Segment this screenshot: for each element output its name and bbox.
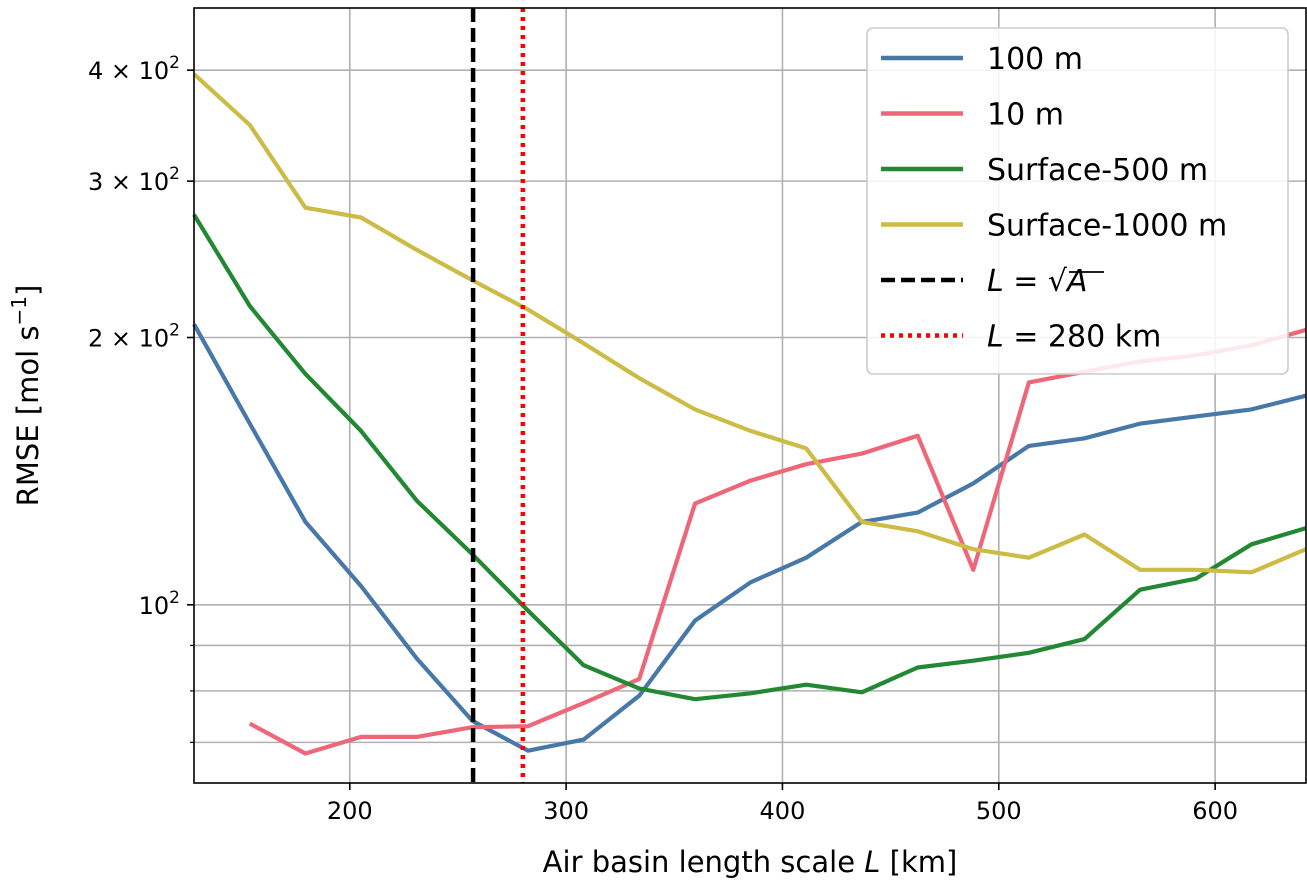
x-tick-label: 400 (760, 797, 806, 825)
legend-label: L = 280 km (987, 320, 1161, 355)
y-tick-label: 3 × 102 (88, 164, 180, 196)
legend-label: Surface-1000 m (987, 209, 1227, 244)
series-line-100-m (194, 324, 1306, 751)
x-tick-label: 600 (1192, 797, 1238, 825)
legend-label: Surface-500 m (987, 153, 1208, 188)
y-tick-label: 102 (139, 588, 180, 620)
x-tick-label: 300 (543, 797, 589, 825)
x-tick-label: 500 (976, 797, 1022, 825)
y-axis-label: RMSE [mol s−1] (7, 285, 45, 507)
legend: 100 m 10 m Surface-500 m Surface-1000 m L = … (867, 28, 1288, 374)
legend-label: 100 m (987, 42, 1083, 77)
legend-label: 10 m (987, 98, 1064, 133)
x-tick-label: 200 (327, 797, 373, 825)
x-axis-label: Air basin length scale L [km] (543, 845, 958, 879)
y-tick-label: 2 × 102 (88, 321, 180, 353)
reference-lines (473, 8, 523, 783)
legend-label: L = √A (987, 264, 1088, 299)
y-tick-label: 4 × 102 (88, 53, 180, 85)
